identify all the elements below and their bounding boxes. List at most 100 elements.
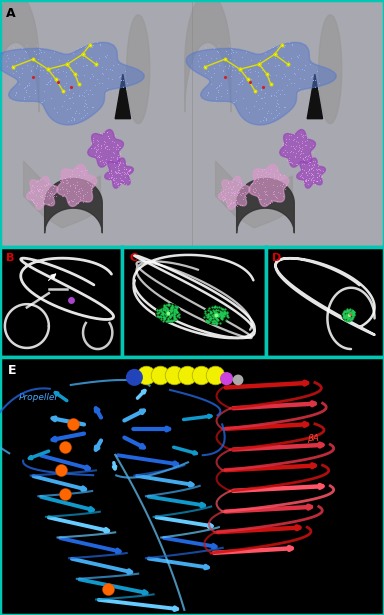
Point bbox=[262, 186, 268, 196]
Point bbox=[302, 130, 308, 140]
Point bbox=[114, 139, 120, 149]
Point bbox=[115, 181, 121, 191]
Point bbox=[315, 168, 321, 178]
Point bbox=[211, 303, 217, 312]
Point bbox=[218, 308, 224, 317]
Point bbox=[39, 55, 45, 65]
Point bbox=[202, 68, 208, 78]
Point bbox=[39, 185, 45, 195]
Point bbox=[233, 47, 239, 57]
Point bbox=[275, 188, 281, 197]
Point bbox=[161, 312, 167, 322]
Point bbox=[230, 201, 237, 211]
Point bbox=[305, 151, 311, 161]
Point bbox=[272, 61, 278, 71]
Point bbox=[259, 62, 265, 72]
Point bbox=[99, 156, 105, 165]
Point bbox=[197, 53, 203, 63]
Point bbox=[165, 301, 171, 311]
Point bbox=[308, 163, 314, 173]
Point bbox=[26, 81, 32, 90]
Point bbox=[229, 62, 235, 71]
Point bbox=[261, 112, 267, 122]
Point bbox=[302, 60, 308, 70]
Point bbox=[305, 166, 311, 176]
Point bbox=[314, 165, 320, 175]
Point bbox=[348, 308, 354, 317]
Point bbox=[72, 181, 78, 191]
Point bbox=[225, 49, 231, 59]
Point bbox=[118, 148, 124, 158]
Point bbox=[341, 313, 347, 323]
Point bbox=[258, 85, 264, 95]
Point bbox=[235, 68, 242, 78]
Point bbox=[284, 155, 290, 165]
Point bbox=[341, 311, 348, 321]
Point bbox=[46, 190, 52, 200]
Point bbox=[97, 148, 103, 157]
Point bbox=[98, 143, 104, 153]
Point bbox=[169, 315, 175, 325]
Point bbox=[349, 310, 355, 320]
Point bbox=[29, 187, 35, 197]
Point bbox=[220, 66, 226, 76]
Point bbox=[158, 304, 164, 314]
Point bbox=[13, 66, 19, 76]
Point bbox=[172, 313, 178, 323]
Point bbox=[300, 159, 306, 169]
Point bbox=[346, 309, 353, 319]
Point bbox=[218, 313, 224, 323]
Point bbox=[347, 312, 353, 322]
Point bbox=[248, 55, 254, 65]
Point bbox=[259, 65, 265, 75]
Point bbox=[218, 77, 224, 87]
Point bbox=[101, 51, 108, 61]
Point bbox=[210, 63, 217, 73]
Point bbox=[116, 160, 122, 170]
Point bbox=[112, 130, 118, 140]
Point bbox=[217, 41, 223, 50]
Point bbox=[108, 173, 114, 183]
Point bbox=[118, 178, 124, 188]
Point bbox=[242, 179, 248, 189]
Point bbox=[305, 175, 311, 185]
Point bbox=[33, 200, 39, 210]
Point bbox=[164, 316, 170, 326]
Point bbox=[94, 145, 101, 154]
Point bbox=[125, 169, 131, 178]
Point bbox=[286, 74, 292, 84]
Point bbox=[114, 157, 121, 167]
Point bbox=[38, 181, 44, 191]
Point bbox=[344, 313, 350, 323]
Point bbox=[103, 143, 109, 153]
Point bbox=[11, 64, 17, 74]
Point bbox=[310, 75, 316, 85]
Point bbox=[48, 74, 54, 84]
Point bbox=[24, 60, 30, 69]
Point bbox=[160, 303, 166, 313]
Point bbox=[67, 65, 73, 75]
Point bbox=[274, 196, 280, 205]
Point bbox=[271, 90, 277, 100]
Point bbox=[350, 309, 356, 319]
Point bbox=[36, 186, 42, 196]
Point bbox=[221, 308, 227, 318]
Point bbox=[208, 53, 214, 63]
Point bbox=[171, 308, 177, 317]
Point bbox=[100, 69, 106, 79]
Point bbox=[285, 56, 291, 66]
Point bbox=[259, 166, 265, 176]
Point bbox=[350, 306, 356, 316]
Point bbox=[36, 65, 43, 75]
Point bbox=[239, 188, 245, 198]
Point bbox=[78, 42, 84, 52]
Point bbox=[42, 191, 48, 200]
Point bbox=[213, 308, 219, 317]
Point bbox=[89, 181, 96, 191]
Point bbox=[222, 308, 228, 318]
Point bbox=[111, 148, 117, 157]
Point bbox=[76, 170, 82, 180]
Point bbox=[162, 303, 169, 313]
Point bbox=[90, 40, 96, 50]
Point bbox=[279, 140, 285, 149]
